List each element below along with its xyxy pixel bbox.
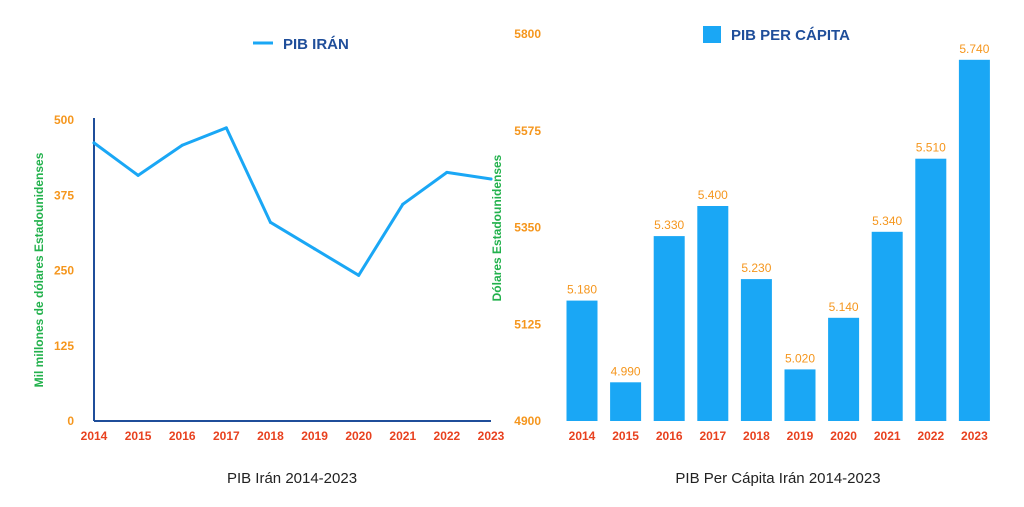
line-series-group	[92, 126, 493, 277]
bar-x-tick-label: 2017	[699, 429, 726, 443]
bar	[915, 158, 947, 421]
bar	[958, 59, 990, 422]
bar-value-label: 5.400	[698, 188, 728, 202]
bar-series-group	[566, 59, 990, 422]
bar-x-tick-label: 2016	[656, 429, 683, 443]
bar-y-tick-label: 5350	[514, 221, 541, 235]
bar-legend-swatch	[703, 26, 721, 43]
line-x-tick-label: 2018	[257, 429, 284, 443]
bar-x-tick-label: 2019	[787, 429, 814, 443]
bar	[828, 317, 860, 421]
line-y-ticks: 0 125 250 375 500	[54, 113, 74, 428]
bar	[610, 382, 642, 421]
gdp-line-chart: PIB IRÁN Mil millones de dólares Estadou…	[32, 36, 505, 487]
line-x-tick-label: 2022	[434, 429, 461, 443]
bar-x-tick-label: 2014	[569, 429, 596, 443]
line-data-point	[313, 247, 317, 251]
line-data-point	[489, 177, 493, 181]
bar-value-label: 4.990	[611, 364, 641, 378]
line-data-point	[357, 273, 361, 277]
line-x-tick-label: 2023	[478, 429, 505, 443]
line-x-tick-label: 2019	[301, 429, 328, 443]
bar	[740, 279, 772, 421]
line-y-tick-label: 125	[54, 339, 74, 353]
bar-value-label: 5.020	[785, 351, 815, 365]
line-legend: PIB IRÁN	[253, 36, 349, 53]
bar	[566, 300, 598, 421]
bar-x-tick-label: 2015	[612, 429, 639, 443]
line-y-tick-label: 0	[67, 414, 74, 428]
bar-x-tick-label: 2023	[961, 429, 988, 443]
line-x-tick-label: 2014	[81, 429, 108, 443]
bar-y-axis-label: Dólares Estadounidenses	[490, 154, 504, 301]
line-x-tick-label: 2016	[169, 429, 196, 443]
bar	[784, 369, 816, 421]
bar-value-label: 5.330	[654, 218, 684, 232]
line-y-tick-label: 250	[54, 264, 74, 278]
line-data-point	[445, 170, 449, 174]
line-legend-text: PIB IRÁN	[283, 36, 349, 53]
line-data-point	[180, 143, 184, 147]
bar-y-ticks: 4900 5125 5350 5575 5800	[514, 27, 541, 428]
bar-x-tick-label: 2018	[743, 429, 770, 443]
bar-value-label: 5.340	[872, 214, 902, 228]
bar-legend: PIB PER CÁPITA	[703, 26, 850, 44]
bar-value-label: 5.510	[916, 141, 946, 155]
bar-value-label: 5.740	[959, 42, 989, 56]
line-x-tick-label: 2017	[213, 429, 240, 443]
bar-value-label: 5.180	[567, 283, 597, 297]
bar-y-tick-label: 4900	[514, 414, 541, 428]
bar-y-tick-label: 5800	[514, 27, 541, 41]
line-y-tick-label: 500	[54, 113, 74, 127]
line-x-tick-label: 2015	[125, 429, 152, 443]
line-data-point	[224, 126, 228, 130]
bar	[697, 206, 729, 421]
bar-x-tick-label: 2022	[917, 429, 944, 443]
bar-x-ticks: 2014 2015 2016 2017 2018 2019 2020 2021 2022 2023	[569, 429, 988, 443]
line-data-point	[136, 173, 140, 177]
bar-chart-caption: PIB Per Cápita Irán 2014-2023	[675, 470, 880, 487]
line-data-point	[92, 141, 96, 145]
bar-y-tick-label: 5575	[514, 124, 541, 138]
bar-y-tick-label: 5125	[514, 317, 541, 331]
bar-value-label: 5.140	[829, 300, 859, 314]
line-chart-caption: PIB Irán 2014-2023	[227, 470, 357, 487]
bar-x-tick-label: 2021	[874, 429, 901, 443]
line-data-point	[268, 220, 272, 224]
gdp-per-capita-bar-chart: PIB PER CÁPITA Dólares Estadounidenses 4…	[490, 26, 990, 487]
bar-value-labels: 5.180 4.990 5.330 5.400 5.230 5.020 5.140 5.340…	[567, 42, 990, 378]
line-x-ticks: 2014 2015 2016 2017 2018 2019 2020 2021 2022 2023	[81, 429, 505, 443]
bar	[871, 231, 903, 421]
line-series-path	[92, 126, 493, 277]
line-y-axis-label: Mil millones de dólares Estadounidenses	[32, 152, 46, 387]
line-x-tick-label: 2021	[389, 429, 416, 443]
bar	[653, 236, 685, 421]
line-x-tick-label: 2020	[345, 429, 372, 443]
line-data-point	[401, 202, 405, 206]
bar-x-tick-label: 2020	[830, 429, 857, 443]
bar-legend-text: PIB PER CÁPITA	[731, 27, 850, 44]
bar-value-label: 5.230	[741, 261, 771, 275]
line-y-tick-label: 375	[54, 188, 74, 202]
